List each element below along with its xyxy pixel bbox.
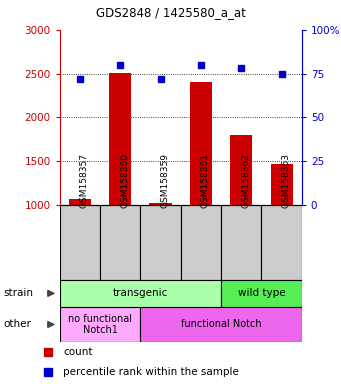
Bar bbox=[69, 199, 91, 205]
Bar bbox=[140, 307, 302, 342]
Bar bbox=[60, 280, 221, 307]
Text: GSM158360: GSM158360 bbox=[120, 154, 129, 209]
Text: no functional
Notch1: no functional Notch1 bbox=[68, 314, 132, 335]
Bar bbox=[230, 135, 252, 205]
Bar bbox=[60, 307, 140, 342]
Text: GSM158362: GSM158362 bbox=[241, 154, 250, 209]
Bar bbox=[100, 205, 140, 280]
Text: strain: strain bbox=[3, 288, 33, 298]
Bar bbox=[140, 205, 181, 280]
Bar bbox=[181, 205, 221, 280]
Text: GSM158363: GSM158363 bbox=[282, 154, 291, 209]
Text: count: count bbox=[63, 347, 93, 357]
Bar bbox=[270, 164, 293, 205]
Text: other: other bbox=[3, 319, 31, 329]
Bar bbox=[262, 205, 302, 280]
Text: GDS2848 / 1425580_a_at: GDS2848 / 1425580_a_at bbox=[95, 6, 246, 19]
Bar bbox=[109, 73, 131, 205]
Text: wild type: wild type bbox=[238, 288, 285, 298]
Text: GSM158357: GSM158357 bbox=[80, 154, 89, 209]
Bar bbox=[60, 205, 100, 280]
Text: GSM158359: GSM158359 bbox=[161, 154, 169, 209]
Text: transgenic: transgenic bbox=[113, 288, 168, 298]
Bar bbox=[221, 205, 262, 280]
Bar bbox=[190, 83, 212, 205]
Text: percentile rank within the sample: percentile rank within the sample bbox=[63, 367, 239, 377]
Text: GSM158361: GSM158361 bbox=[201, 154, 210, 209]
Text: functional Notch: functional Notch bbox=[181, 319, 262, 329]
Bar bbox=[221, 280, 302, 307]
Bar bbox=[149, 203, 172, 205]
